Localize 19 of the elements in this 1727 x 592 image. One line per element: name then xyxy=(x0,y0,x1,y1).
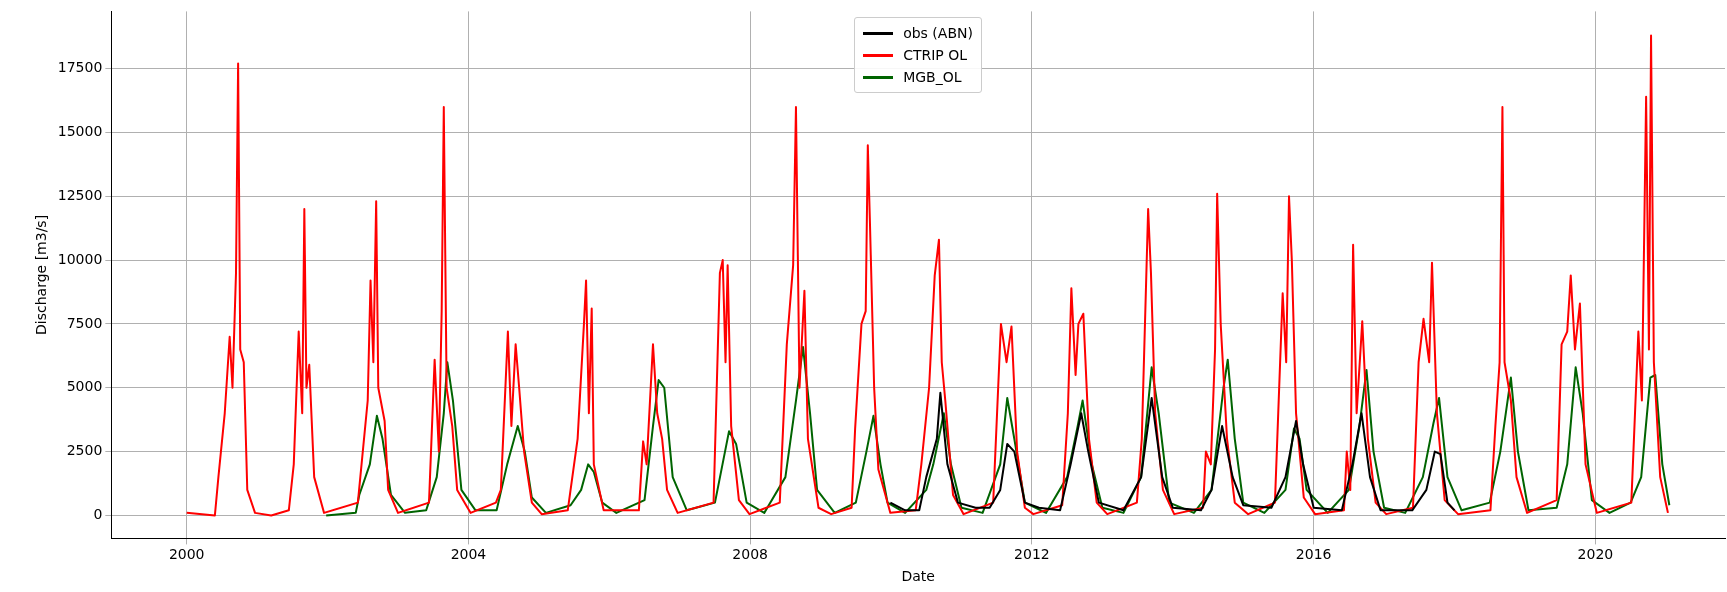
x-axis-title: Date xyxy=(901,568,935,585)
y-tick-label: 7500 xyxy=(66,314,103,331)
x-tick-label: 2012 xyxy=(1014,546,1050,563)
y-tick-label: 12500 xyxy=(57,186,103,203)
y-tick-label: 0 xyxy=(93,506,103,523)
y-tick-label: 5000 xyxy=(66,378,103,395)
y-tick-label: 17500 xyxy=(57,59,103,76)
x-tick-label: 2000 xyxy=(168,546,205,563)
y-tick-label: 2500 xyxy=(66,442,103,459)
x-tick-label: 2020 xyxy=(1577,546,1614,563)
y-axis-title: Discharge [m3/s] xyxy=(33,214,50,335)
x-tick-label: 2004 xyxy=(450,546,487,563)
x-tick-label: 2008 xyxy=(732,546,768,563)
y-tick-label: 15000 xyxy=(57,123,103,140)
x-tick-label: 2016 xyxy=(1295,546,1332,563)
legend-label: CTRIP OL xyxy=(903,47,968,64)
legend-label: obs (ABN) xyxy=(903,25,973,42)
y-tick-label: 10000 xyxy=(57,250,103,267)
legend-label: MGB_OL xyxy=(903,69,962,86)
